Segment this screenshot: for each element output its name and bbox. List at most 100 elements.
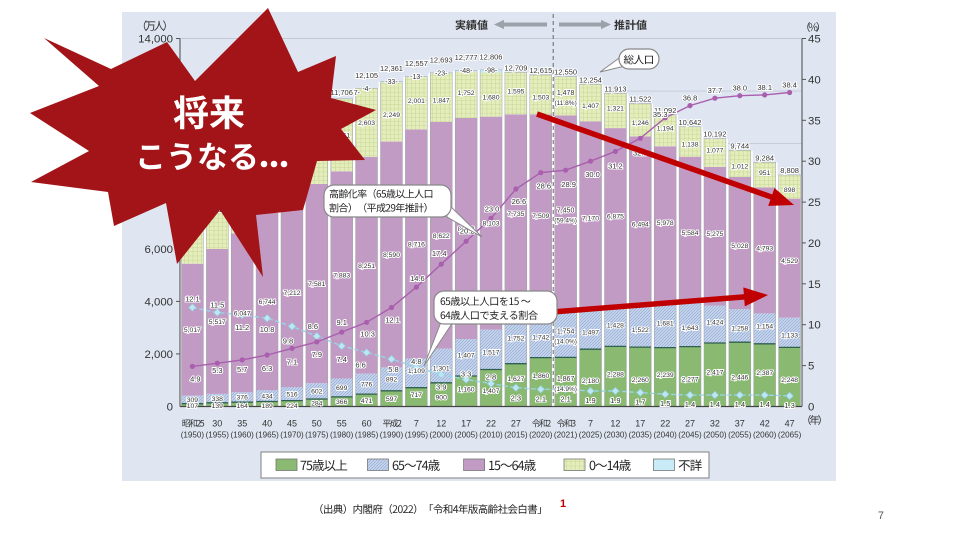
svg-text:1,517: 1,517 [482,350,499,357]
svg-text:4.8: 4.8 [411,357,421,366]
svg-text:(2040): (2040) [653,431,677,440]
svg-text:5,978: 5,978 [657,220,674,227]
svg-text:1,407: 1,407 [482,388,499,395]
svg-text:2,180: 2,180 [582,378,599,385]
svg-text:(1985): (1985) [355,431,379,440]
svg-text:4.9: 4.9 [190,374,200,383]
svg-text:7,450: 7,450 [557,207,575,214]
svg-text:45: 45 [287,419,297,429]
svg-text:1,258: 1,258 [731,326,748,333]
svg-text:(1970): (1970) [280,431,304,440]
svg-text:471: 471 [361,398,373,405]
svg-text:6,875: 6,875 [607,214,624,221]
svg-text:22: 22 [486,419,496,429]
svg-text:(1990): (1990) [380,431,404,440]
svg-text:602: 602 [311,389,323,396]
svg-text:892: 892 [386,377,398,384]
svg-text:376: 376 [237,395,249,402]
svg-text:(2020): (2020) [529,431,553,440]
svg-text:2.1: 2.1 [560,394,570,403]
svg-text:898: 898 [784,187,796,194]
svg-text:8,808: 8,808 [780,166,799,175]
svg-text:9.1: 9.1 [336,318,346,327]
svg-text:26.6: 26.6 [512,197,527,206]
svg-text:5: 5 [808,361,814,373]
svg-text:(1980): (1980) [330,431,354,440]
svg-text:1.4: 1.4 [735,400,745,409]
svg-text:1,627: 1,627 [507,376,524,383]
svg-text:37.7: 37.7 [708,86,723,95]
svg-text:1,742: 1,742 [532,335,549,342]
svg-text:776: 776 [361,381,373,388]
svg-text:1,752: 1,752 [458,90,475,97]
svg-text:7,509: 7,509 [532,213,549,220]
svg-text:31.2: 31.2 [608,161,623,170]
svg-text:(1975): (1975) [305,431,329,440]
svg-text:1,301: 1,301 [433,366,450,373]
svg-text:597: 597 [386,396,398,403]
svg-text:11.2: 11.2 [235,323,249,332]
svg-text:11,092: 11,092 [654,106,676,115]
svg-text:3.9: 3.9 [436,383,446,392]
svg-text:1,133: 1,133 [781,333,798,340]
svg-text:(2000): (2000) [429,431,453,440]
svg-text:12.1: 12.1 [185,295,200,304]
svg-text:1,497: 1,497 [582,330,599,337]
svg-text:12,361: 12,361 [380,64,403,73]
svg-text:5,028: 5,028 [731,243,748,250]
svg-text:2.3: 2.3 [511,394,521,403]
svg-text:35: 35 [237,419,247,429]
svg-text:(2055): (2055) [728,431,752,440]
svg-text:(1965): (1965) [255,431,279,440]
svg-text:1.5: 1.5 [660,399,670,408]
svg-text:12,550: 12,550 [554,68,577,77]
svg-text:7: 7 [588,419,593,429]
svg-text:699: 699 [336,385,348,392]
svg-text:4,793: 4,793 [756,245,773,252]
svg-text:(11.8%): (11.8%) [554,100,576,107]
svg-text:(1955): (1955) [206,431,230,440]
svg-text:40: 40 [808,74,821,86]
svg-text:1,847: 1,847 [433,98,450,105]
svg-text:7: 7 [878,510,884,522]
svg-text:2,249: 2,249 [383,112,400,119]
svg-text:1.7: 1.7 [635,398,645,407]
svg-text:8,251: 8,251 [358,263,375,270]
svg-text:6.3: 6.3 [262,364,272,373]
svg-text:1,246: 1,246 [632,120,649,127]
svg-text:284: 284 [311,400,323,407]
svg-text:6.6: 6.6 [355,361,365,370]
svg-text:12,615: 12,615 [529,66,552,75]
svg-text:1,154: 1,154 [756,324,773,331]
svg-text:2,239: 2,239 [657,372,674,379]
svg-text:1,860: 1,860 [532,373,549,380]
svg-text:1.4: 1.4 [759,400,769,409]
svg-text:5,517: 5,517 [209,319,226,326]
svg-text:38.4: 38.4 [782,81,797,90]
svg-text:5,275: 5,275 [706,231,723,238]
svg-text:900: 900 [436,395,448,402]
svg-text:10.3: 10.3 [360,329,375,338]
svg-text:2,001: 2,001 [408,98,425,105]
svg-text:30: 30 [212,419,222,429]
svg-text:2,288: 2,288 [607,371,624,378]
svg-text:1: 1 [560,498,566,510]
svg-text:8,590: 8,590 [383,252,400,259]
svg-text:(1995): (1995) [405,431,429,440]
svg-text:1,138: 1,138 [681,142,698,149]
svg-text:5,017: 5,017 [184,327,201,334]
svg-text:11.5: 11.5 [210,301,224,310]
svg-text:5.8: 5.8 [388,365,398,374]
svg-text:1,681: 1,681 [657,321,674,328]
svg-text:309: 309 [187,397,199,404]
svg-text:6,744: 6,744 [259,299,276,306]
svg-text:2,387: 2,387 [756,370,773,377]
svg-text:-48-: -48- [460,68,473,75]
svg-text:14.6: 14.6 [410,274,425,283]
svg-text:(2010): (2010) [479,431,503,440]
svg-text:(2035): (2035) [629,431,653,440]
svg-text:1.3: 1.3 [784,401,794,410]
svg-text:10: 10 [808,320,821,332]
svg-text:5.7: 5.7 [237,365,247,374]
svg-text:-7-: -7- [351,90,360,97]
